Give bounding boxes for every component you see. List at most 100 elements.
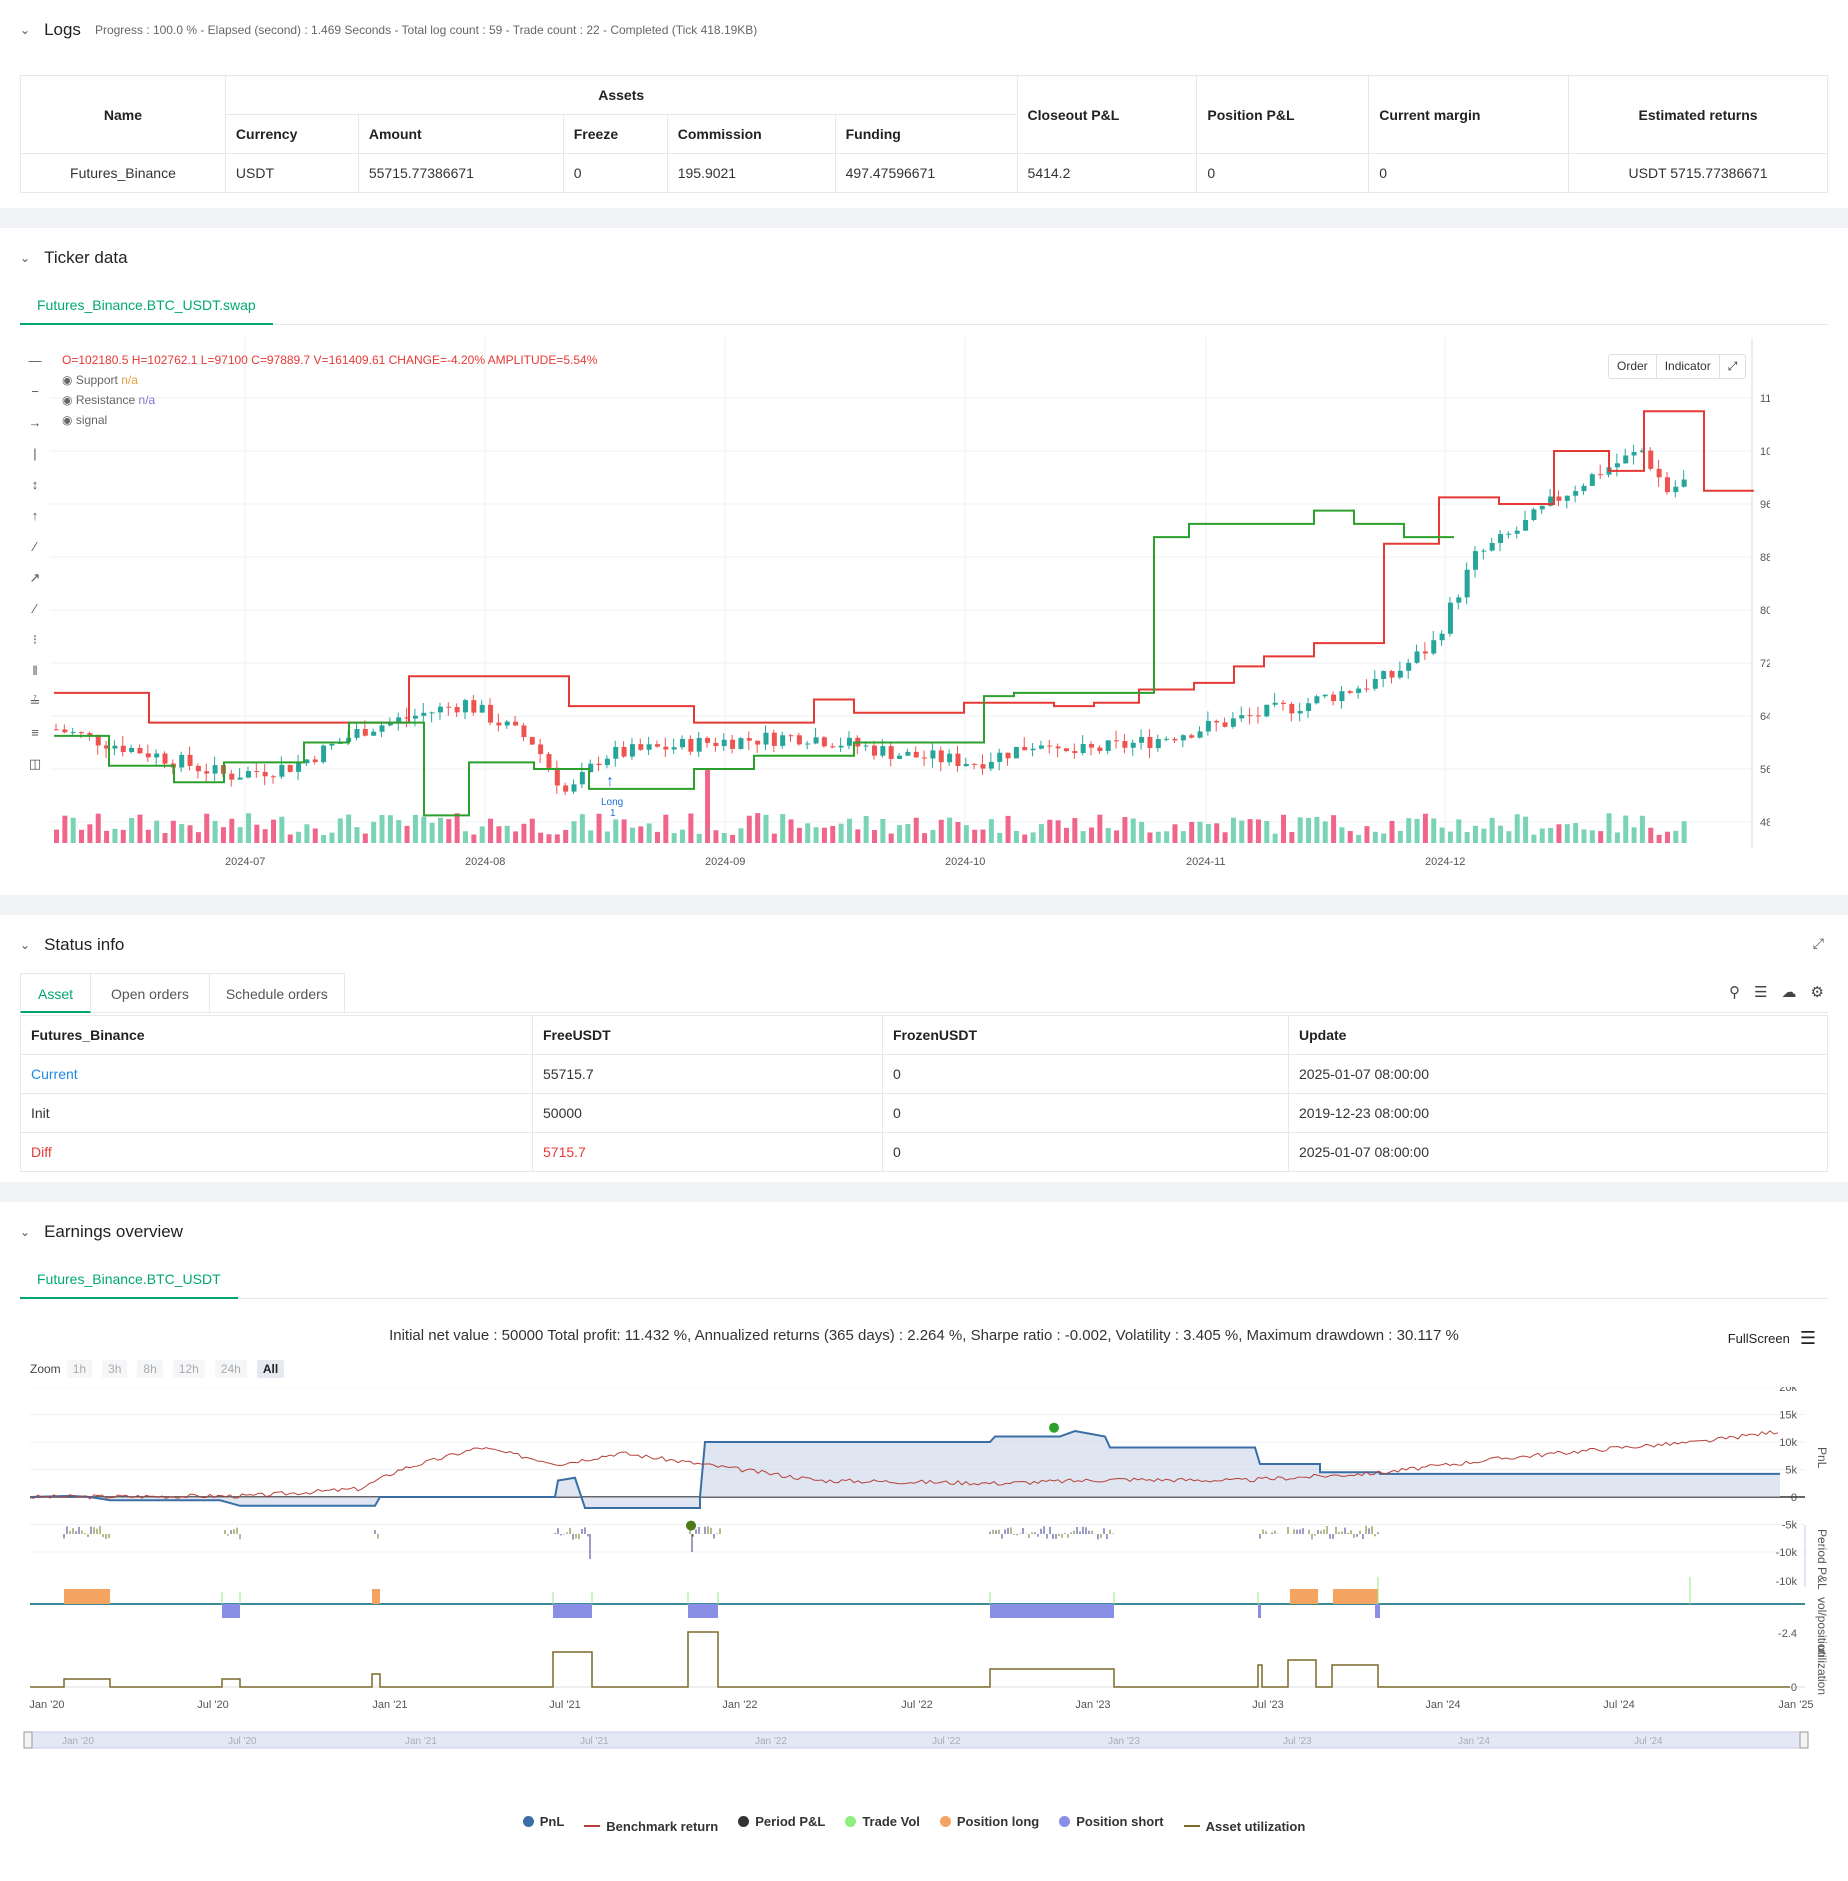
legend-item[interactable]: Position short bbox=[1059, 1814, 1164, 1829]
tab-asset[interactable]: Asset bbox=[20, 973, 92, 1013]
volume-bar bbox=[1122, 817, 1128, 843]
volume-bar bbox=[821, 827, 827, 843]
tab-open-orders[interactable]: Open orders bbox=[91, 973, 210, 1013]
zoom-24h[interactable]: 24h bbox=[214, 1360, 247, 1378]
order-button[interactable]: Order bbox=[1609, 355, 1657, 378]
candle-body bbox=[237, 777, 243, 780]
max-marker bbox=[1049, 1422, 1059, 1433]
zoom-3h[interactable]: 3h bbox=[102, 1360, 128, 1378]
volume-bar bbox=[1489, 817, 1495, 843]
position-short-bar bbox=[1258, 1604, 1261, 1618]
volume-bar bbox=[546, 834, 552, 843]
indicator-button[interactable]: Indicator bbox=[1657, 355, 1720, 378]
axis-label-period: Period P&L bbox=[1815, 1529, 1829, 1590]
earnings-chart[interactable]: 20k 15k 10k 5k 0 -5k -10k PnL -10k Period P&L -2.4… bbox=[0, 1387, 1848, 1857]
candlestick-chart[interactable]: 112,000.00 104,000.00 96,000.00 88,000.00 80… bbox=[50, 338, 1770, 878]
zoom-all[interactable]: All bbox=[256, 1360, 285, 1378]
candle-body bbox=[763, 732, 769, 745]
candle-body bbox=[1147, 736, 1153, 749]
chevron-down-icon[interactable]: ⌄ bbox=[20, 938, 31, 952]
legend-item[interactable]: Trade Vol bbox=[845, 1814, 920, 1829]
menu-icon[interactable]: ☰ bbox=[1799, 1328, 1816, 1348]
navigator-tick-label: Jul '22 bbox=[932, 1736, 961, 1747]
cloud-download-icon[interactable]: ☁ bbox=[1781, 984, 1797, 1001]
legend-support[interactable]: ◉ Support n/a bbox=[62, 373, 138, 387]
utilization-line bbox=[30, 1631, 1790, 1688]
trash-icon[interactable]: ◫ bbox=[28, 756, 42, 771]
zoom-12h[interactable]: 12h bbox=[172, 1360, 205, 1378]
volume-bar bbox=[362, 833, 368, 843]
status-toolbar: ⚲ ☰ ☁ ⚙ bbox=[1729, 983, 1824, 1001]
candle-body bbox=[1372, 678, 1378, 689]
ticker-header[interactable]: ⌄ Ticker data bbox=[20, 248, 128, 268]
volume-bar bbox=[1614, 832, 1620, 843]
expand-icon[interactable]: ⤢ bbox=[1727, 359, 1738, 373]
volume-bar bbox=[1339, 827, 1345, 843]
volume-bar bbox=[588, 830, 594, 843]
price-label-icon[interactable]: ⁝ bbox=[32, 632, 38, 647]
candle-body bbox=[1548, 496, 1554, 506]
legend-item[interactable]: Asset utilization bbox=[1183, 1819, 1305, 1834]
volume-bar bbox=[312, 828, 318, 843]
zoom-8h[interactable]: 8h bbox=[137, 1360, 163, 1378]
candle-body bbox=[938, 750, 944, 763]
candle-body bbox=[279, 764, 285, 777]
status-header[interactable]: ⌄ Status info bbox=[20, 935, 124, 955]
tab-schedule-orders[interactable]: Schedule orders bbox=[209, 973, 345, 1013]
volume-bar bbox=[947, 817, 953, 843]
volume-bar bbox=[1347, 831, 1353, 843]
status-tabs: Asset Open orders Schedule orders bbox=[20, 973, 345, 1013]
fibonacci-icon[interactable]: ≡ bbox=[31, 725, 39, 740]
earnings-header[interactable]: ⌄ Earnings overview bbox=[20, 1222, 183, 1242]
horizontal-line-icon[interactable]: − bbox=[31, 384, 39, 399]
logs-header[interactable]: ⌄ Logs Progress : 100.0 % - Elapsed (sec… bbox=[20, 20, 757, 40]
channel-icon[interactable]: ≟ bbox=[29, 694, 41, 709]
legend-item[interactable]: Benchmark return bbox=[584, 1819, 718, 1834]
zoom-1h[interactable]: 1h bbox=[66, 1360, 93, 1378]
volume-bar bbox=[1022, 834, 1028, 843]
legend-item[interactable]: Period P&L bbox=[738, 1814, 825, 1829]
chevron-down-icon[interactable]: ⌄ bbox=[20, 23, 31, 37]
tab-ticker-symbol[interactable]: Futures_Binance.BTC_USDT.swap bbox=[20, 286, 273, 325]
col-margin: Current margin bbox=[1368, 75, 1570, 154]
x-tick-label: Jan '20 bbox=[29, 1699, 64, 1711]
candle-body bbox=[70, 732, 76, 734]
volume-bar bbox=[1556, 824, 1562, 843]
status-table: Futures_Binance FreeUSDT FrozenUSDT Upda… bbox=[20, 1015, 1828, 1172]
vertical-segment-icon[interactable]: ↕ bbox=[31, 477, 39, 492]
col-commission: Commission bbox=[666, 114, 836, 154]
vertical-ray-icon[interactable]: ↑ bbox=[31, 508, 39, 523]
search-icon[interactable]: ⚲ bbox=[1729, 984, 1741, 1001]
tab-earnings-symbol[interactable]: Futures_Binance.BTC_USDT bbox=[20, 1260, 238, 1299]
segment-icon[interactable]: ∕ bbox=[33, 601, 37, 616]
legend-signal[interactable]: ◉ signal bbox=[62, 413, 108, 427]
collapse-icon[interactable]: ⤢ bbox=[1812, 935, 1824, 951]
list-icon[interactable]: ☰ bbox=[1754, 984, 1768, 1001]
eye-icon[interactable]: ◉ bbox=[62, 393, 73, 407]
candle-body bbox=[1047, 745, 1053, 747]
vertical-line-icon[interactable]: | bbox=[33, 446, 37, 461]
volume-bar bbox=[1506, 831, 1512, 843]
y-tick-label: 104,000.00 bbox=[1760, 446, 1770, 458]
horizontal-ray-icon[interactable]: → bbox=[28, 415, 42, 430]
fullscreen-control[interactable]: FullScreen ☰ bbox=[1727, 1328, 1816, 1348]
legend-item[interactable]: Position long bbox=[939, 1814, 1039, 1829]
eye-icon[interactable]: ◉ bbox=[62, 373, 73, 387]
volume-bar bbox=[830, 825, 836, 843]
x-tick-label: 2024-10 bbox=[945, 856, 985, 868]
parallel-lines-icon[interactable]: ‖ bbox=[32, 663, 38, 678]
ray-line-icon[interactable]: ↗ bbox=[29, 570, 41, 585]
navigator-handle-right bbox=[1799, 1731, 1809, 1749]
legend-item[interactable]: PnL bbox=[522, 1814, 564, 1829]
candle-body bbox=[1347, 691, 1353, 693]
trend-line-icon[interactable]: ∕ bbox=[33, 539, 37, 554]
legend-resistance[interactable]: ◉ Resistance n/a bbox=[62, 393, 156, 407]
candle-body bbox=[1331, 694, 1337, 702]
chevron-down-icon[interactable]: ⌄ bbox=[20, 251, 31, 265]
eye-icon[interactable]: ◉ bbox=[62, 413, 73, 427]
gear-icon[interactable]: ⚙ bbox=[1810, 984, 1824, 1001]
volume-bar bbox=[529, 818, 535, 843]
volume-bar bbox=[730, 834, 736, 843]
chevron-down-icon[interactable]: ⌄ bbox=[20, 1225, 31, 1239]
crosshair-icon[interactable]: — bbox=[28, 353, 42, 368]
